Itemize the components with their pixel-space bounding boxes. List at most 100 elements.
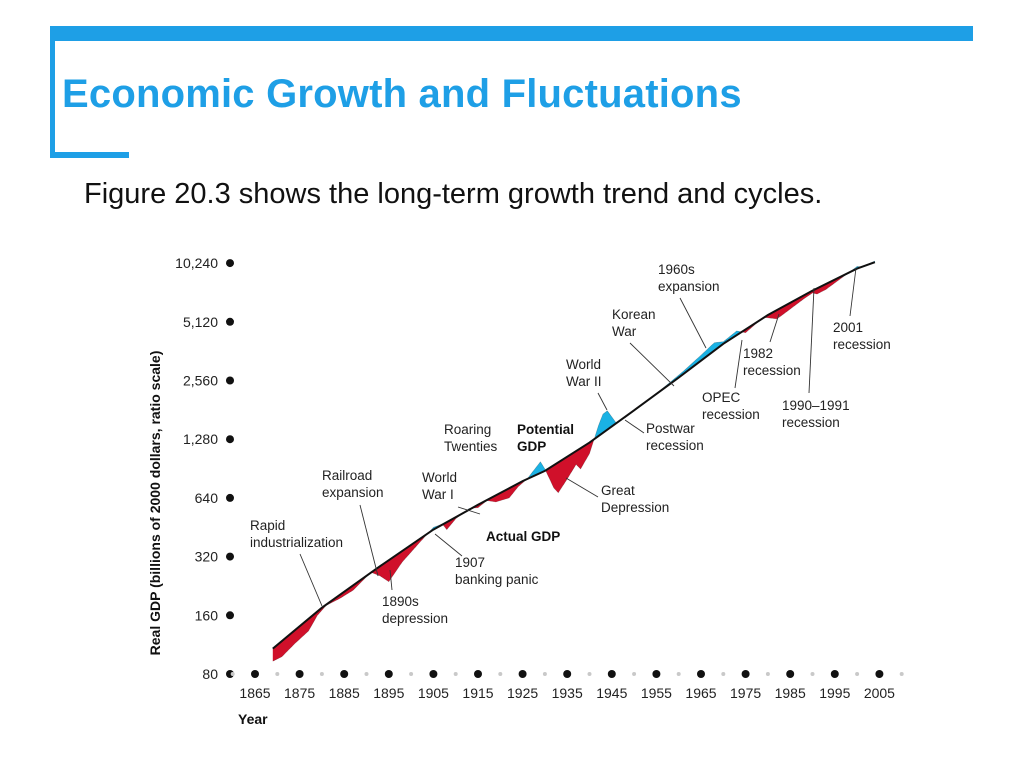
below-trend-area [372,533,428,582]
annotation-line: War [612,324,637,339]
annotation-line: Roaring [444,422,491,437]
y-tick-dot [226,670,234,678]
y-tick-dot [226,317,234,326]
x-tick-label: 1895 [373,685,404,701]
annotation-line: War I [422,487,454,502]
x-tick-label: 1885 [329,685,360,701]
x-tick-dot [830,670,839,678]
annotation-line: World [566,357,601,372]
annotation-leader-ww1 [457,506,481,515]
x-tick-dot [429,670,438,678]
annotation-line: Postwar [646,421,695,436]
x-tick-label: 1965 [685,685,716,701]
annotation-line: industrialization [250,535,343,550]
y-tick-dot [226,259,234,268]
annotation-leader-rapid [299,553,323,607]
annotation-leader-great-depression [565,477,599,498]
y-tick-dot [226,435,234,444]
y-tick-dot [226,493,234,502]
x-minor-dot [409,672,414,676]
x-minor-dot [899,672,904,676]
annotation-line: 1960s [658,262,695,277]
x-minor-dot [587,672,592,676]
x-minor-dot [319,672,324,676]
x-tick-dot [741,670,750,678]
annotation-line: 1982 [743,346,773,361]
slide-subtitle: Figure 20.3 shows the long-term growth t… [84,178,823,210]
annotation-line: 2001 [833,320,863,335]
deviation-areas [272,261,875,662]
annotation-leader-depression-1890s [389,569,393,591]
x-minor-dot [498,672,503,676]
x-minor-dot [275,672,280,676]
below-trend-area [272,574,369,662]
title-accent-bar [50,26,973,41]
annotation-leader-recession-2001 [849,267,857,317]
y-tick-label: 10,240 [175,255,218,271]
below-trend-area [443,513,463,530]
x-minor-dot [855,672,860,676]
y-tick-label: 160 [195,607,219,623]
title-accent-side [50,26,55,158]
annotation-expansion-1960s: 1960s expansion [658,262,720,294]
annotation-leader-expansion-1960s [679,297,707,349]
x-minor-dot [542,672,547,676]
x-tick-label: 1915 [462,685,493,701]
annotation-line: War II [566,374,602,389]
x-tick-label: 2005 [864,685,895,701]
annotation-line: Actual GDP [486,529,560,544]
annotation-line: recession [702,407,760,422]
annotation-leader-opec [734,339,743,389]
annotation-ww2: World War II [566,357,602,389]
annotation-korean: Korean War [612,307,656,339]
annotation-line: expansion [658,279,720,294]
annotation-opec: OPEC recession [702,390,760,422]
annotation-leader-ww2 [597,392,608,411]
annotation-line: Great [601,483,635,498]
annotation-railroad: Railroad expansion [322,468,384,500]
x-tick-label: 1945 [596,685,627,701]
annotation-line: World [422,470,457,485]
x-tick-label: 1955 [641,685,672,701]
x-tick-dot [607,670,616,678]
annotation-line: 1890s [382,594,419,609]
annotation-line: GDP [517,439,546,454]
annotation-leader-korean [629,342,675,387]
x-minor-dot [364,672,369,676]
potential-gdp-line [272,261,876,650]
annotation-postwar: Postwar recession [646,421,704,453]
y-axis-title: Real GDP (billions of 2000 dollars, rati… [147,351,163,656]
annotation-line: Depression [601,500,669,515]
x-axis-title: Year [238,711,268,727]
x-tick-dot [563,670,572,678]
x-tick-dot [384,670,393,678]
x-tick-dot [295,670,304,678]
x-tick-dot [697,670,705,678]
annotation-line: Rapid [250,518,285,533]
annotation-ww1: World War I [422,470,457,502]
annotation-leader-panic-1907 [434,533,463,557]
x-tick-dot [875,670,884,678]
title-accent-underline [50,152,129,158]
x-tick-dot [518,670,527,678]
x-tick-label: 1905 [418,685,449,701]
annotation-actual: Actual GDP [486,529,560,544]
annotation-line: expansion [322,485,384,500]
below-trend-area [546,439,594,493]
x-tick-dot [474,670,482,678]
y-tick-label: 640 [195,490,219,506]
annotation-line: Railroad [322,468,372,483]
annotation-roaring: Roaring Twenties [444,422,498,454]
x-tick-label: 1935 [552,685,583,701]
annotation-recession-1982: 1982 recession [743,346,801,378]
annotation-leader-railroad [359,504,379,577]
x-tick-label: 1985 [775,685,806,701]
annotation-leader-recession-1982 [769,313,780,343]
annotation-leader-recession-1990 [808,287,815,394]
below-trend-area [764,273,849,319]
annotation-line: Twenties [444,439,498,454]
annotation-line: depression [382,611,448,626]
chart-axes: 80 160 320 640 1,280 2,560 5,120 10,240 1865 1875… [147,255,904,727]
y-tick-label: 1,280 [183,431,218,447]
